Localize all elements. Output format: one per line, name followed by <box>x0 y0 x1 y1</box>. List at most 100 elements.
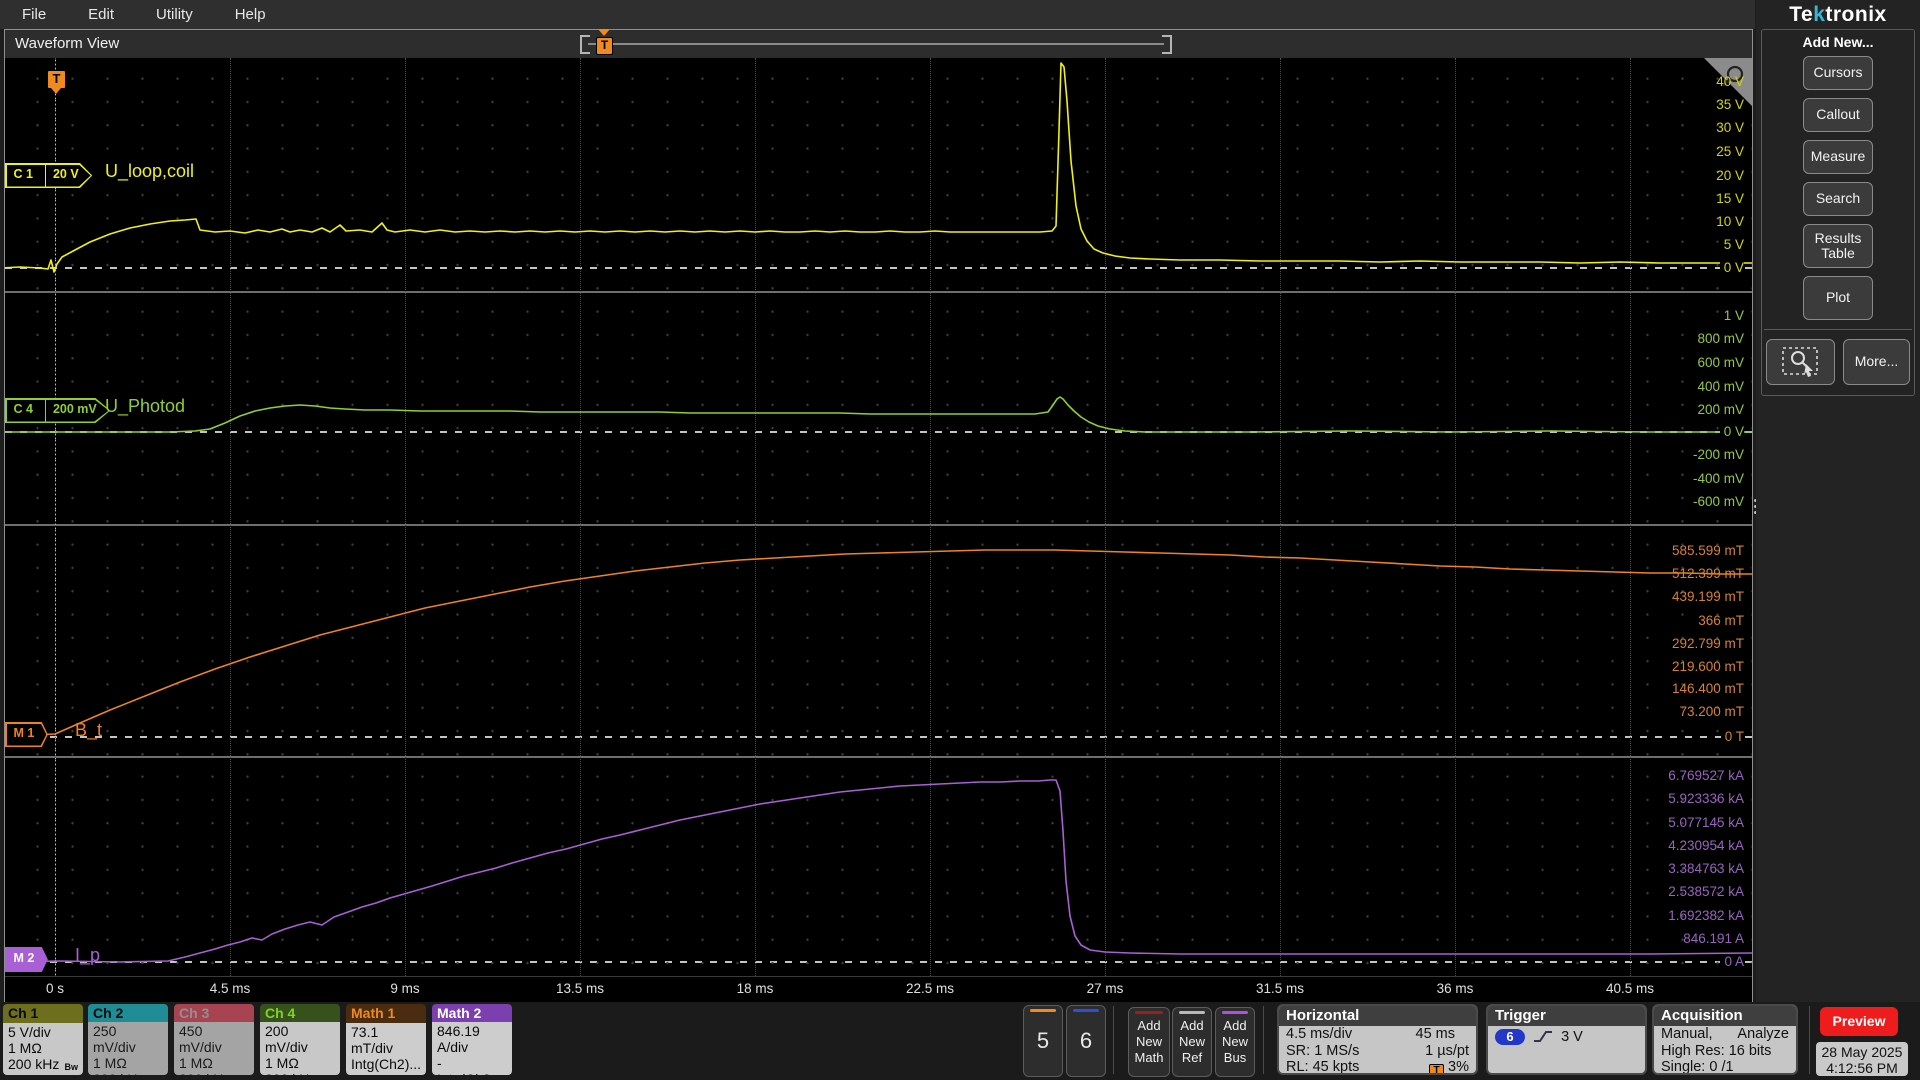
channel-badge-m2-id: M 2 <box>13 950 35 965</box>
divider <box>1263 1006 1264 1074</box>
channel-badge-c1[interactable]: C 1 20 V <box>5 163 93 188</box>
scale-button-5[interactable]: 5 <box>1023 1005 1063 1077</box>
y-axis-tick: 10 V <box>1716 214 1744 229</box>
waveform-view-titlebar: Waveform View T <box>5 29 1752 59</box>
y-axis-tick: 200 mV <box>1697 402 1744 417</box>
channel-badge-c4-id: C 4 <box>7 399 46 422</box>
y-axis-tick: 0 V <box>1719 424 1744 440</box>
cursors-button[interactable]: Cursors <box>1803 56 1873 90</box>
right-sidebar: Tektronix Add New... Cursors Callout Mea… <box>1756 0 1920 1002</box>
y-axis-tick: 600 mV <box>1697 355 1744 370</box>
datetime-display: 28 May 2025 4:12:56 PM <box>1816 1042 1908 1076</box>
y-axis-tick: 146.400 mT <box>1671 681 1744 696</box>
channel-badge-c1-scale: 20 V <box>52 166 79 181</box>
bandwidth-icon: Bw <box>64 1061 79 1072</box>
menu-help[interactable]: Help <box>234 6 266 23</box>
panel-resize-grip[interactable] <box>1754 496 1758 517</box>
slider-track <box>588 43 1164 45</box>
waveform-traces <box>5 62 1752 963</box>
callout-button[interactable]: Callout <box>1803 98 1873 132</box>
math1-settings-badge[interactable]: Math 1 73.1 mT/div Intg(Ch2)... <box>346 1004 426 1075</box>
divider <box>1764 329 1912 330</box>
math2-settings-badge[interactable]: Math 2 846.19 A/div-Intg(Ch3... <box>432 1004 512 1075</box>
divider <box>1113 1006 1114 1074</box>
y-axis-tick: 439.199 mT <box>1671 589 1744 604</box>
x-axis-tick: 9 ms <box>390 981 420 996</box>
trigger-panel[interactable]: Trigger 6 3 V <box>1486 1004 1647 1075</box>
channel-badge-m1-id: M 1 <box>13 725 35 740</box>
channel-badge-m1[interactable]: M 1 <box>5 722 48 747</box>
add-new-bus-button[interactable]: Add New Bus <box>1215 1007 1255 1077</box>
tektronix-logo: Tektronix <box>1789 3 1887 26</box>
y-axis-tick: 30 V <box>1716 120 1744 135</box>
y-axis-tick: 1.692382 kA <box>1668 908 1744 923</box>
zoom-select-button[interactable] <box>1766 339 1835 385</box>
menu-bar: File Edit Utility Help <box>0 0 1755 29</box>
y-axis-tick: 2.538572 kA <box>1668 884 1744 899</box>
more-button[interactable]: More... <box>1842 339 1910 385</box>
menu-file[interactable]: File <box>22 6 47 23</box>
trigger-position-icon[interactable]: T <box>596 29 613 55</box>
y-axis-tick: 292.799 mT <box>1671 636 1744 651</box>
menu-edit[interactable]: Edit <box>88 6 115 23</box>
channel-label-m1: B_t <box>75 720 103 740</box>
y-axis-tick: 25 V <box>1716 144 1744 159</box>
search-button[interactable]: Search <box>1803 182 1873 216</box>
divider <box>1809 1006 1810 1074</box>
measure-button[interactable]: Measure <box>1803 140 1873 174</box>
y-axis-tick: 366 mT <box>1698 613 1744 628</box>
channel-badge-c1-id: C 1 <box>7 164 46 187</box>
x-axis-tick: 0 s <box>45 981 64 996</box>
plot-button[interactable]: Plot <box>1803 276 1873 320</box>
graticule: T C 1 20 V U_loop,coil C 4 200 mV U_Phot… <box>5 58 1752 976</box>
y-axis-tick: 4.230954 kA <box>1668 838 1744 853</box>
channel-badge-m2[interactable]: M 2 <box>5 947 48 972</box>
channel-label-m2: I_p <box>75 945 101 965</box>
y-axis-tick: 512.399 mT <box>1671 566 1744 581</box>
results-table-button[interactable]: Results Table <box>1803 224 1873 268</box>
channel-label-c1: U_loop,coil <box>105 161 195 181</box>
x-axis-tick: 40.5 ms <box>1605 981 1655 996</box>
add-new-title: Add New... <box>1802 34 1874 50</box>
y-axis-tick: 400 mV <box>1697 379 1744 394</box>
trigger-flag-icon[interactable]: T <box>47 70 66 94</box>
waveform-view: Waveform View T T C 1 20 V U_loop,coil <box>4 29 1753 1003</box>
acquisition-panel[interactable]: Acquisition Manual, Analyze High Res: 16 … <box>1652 1004 1798 1075</box>
y-axis-tick: 585.599 mT <box>1671 543 1744 558</box>
y-axis-tick: 0 V <box>1719 260 1744 276</box>
ch1-settings-badge[interactable]: Ch 1 5 V/div 1 MΩ 200 kHz Bw <box>3 1004 83 1075</box>
x-axis-tick: 13.5 ms <box>555 981 605 996</box>
y-axis-tick: 0 T <box>1720 729 1744 745</box>
zoom-select-icon <box>1782 347 1819 377</box>
trigger-position-icon: T <box>1429 1064 1444 1073</box>
horizontal-position-slider[interactable]: T <box>580 29 1172 55</box>
x-axis-tick: 18 ms <box>736 981 774 996</box>
rising-edge-icon <box>1534 1031 1553 1042</box>
y-axis-tick: 800 mV <box>1697 331 1744 346</box>
y-axis-tick: 5.077145 kA <box>1668 815 1744 830</box>
channel-badge-c4-scale: 200 mV <box>52 401 97 416</box>
waveform-view-title: Waveform View <box>15 35 120 52</box>
trigger-source-badge: 6 <box>1495 1029 1525 1046</box>
menu-utility[interactable]: Utility <box>156 6 193 23</box>
y-axis-tick: 846.191 A <box>1683 931 1744 946</box>
x-axis-tick: 22.5 ms <box>905 981 955 996</box>
y-axis-tick: -600 mV <box>1692 494 1744 509</box>
time-axis: 0 s 4.5 ms 9 ms 13.5 ms 18 ms 22.5 ms 27 ms 31.… <box>5 976 1752 1003</box>
scale-button-6[interactable]: 6 <box>1066 1005 1106 1077</box>
y-axis-tick: 15 V <box>1716 191 1744 206</box>
y-axis-tick: 40 V <box>1716 74 1744 89</box>
bottom-settings-bar: Ch 1 5 V/div 1 MΩ 200 kHz Bw Ch 2 250 mV/d… <box>0 1002 1920 1080</box>
add-new-math-button[interactable]: Add New Math <box>1128 1007 1170 1077</box>
add-new-ref-button[interactable]: Add New Ref <box>1172 1007 1212 1077</box>
channel-badge-c4[interactable]: C 4 200 mV <box>5 398 111 423</box>
y-axis-tick: -400 mV <box>1692 471 1744 486</box>
horizontal-panel[interactable]: Horizontal 4.5 ms/div 45 ms SR: 1 MS/s 1 µ… <box>1277 1004 1478 1075</box>
x-axis-tick: 27 ms <box>1086 981 1124 996</box>
zoom-corner-icon[interactable] <box>1704 58 1752 106</box>
preview-button[interactable]: Preview <box>1820 1007 1898 1036</box>
